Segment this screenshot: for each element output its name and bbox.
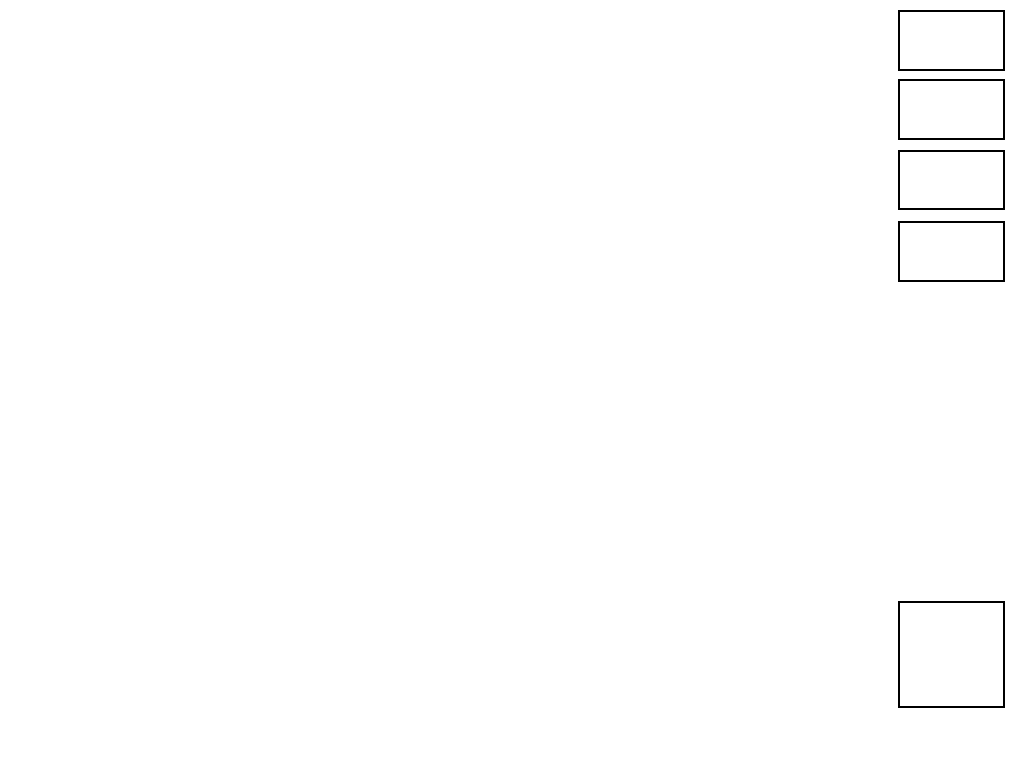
colorbar bbox=[900, 322, 922, 578]
ephemeris-panel bbox=[898, 601, 1005, 708]
panel-data-mode bbox=[898, 10, 1005, 71]
panel-translation bbox=[898, 221, 1005, 282]
panel-resolution bbox=[898, 150, 1005, 210]
panel-antenna bbox=[898, 79, 1005, 140]
spectrogram-canvas bbox=[98, 205, 855, 685]
